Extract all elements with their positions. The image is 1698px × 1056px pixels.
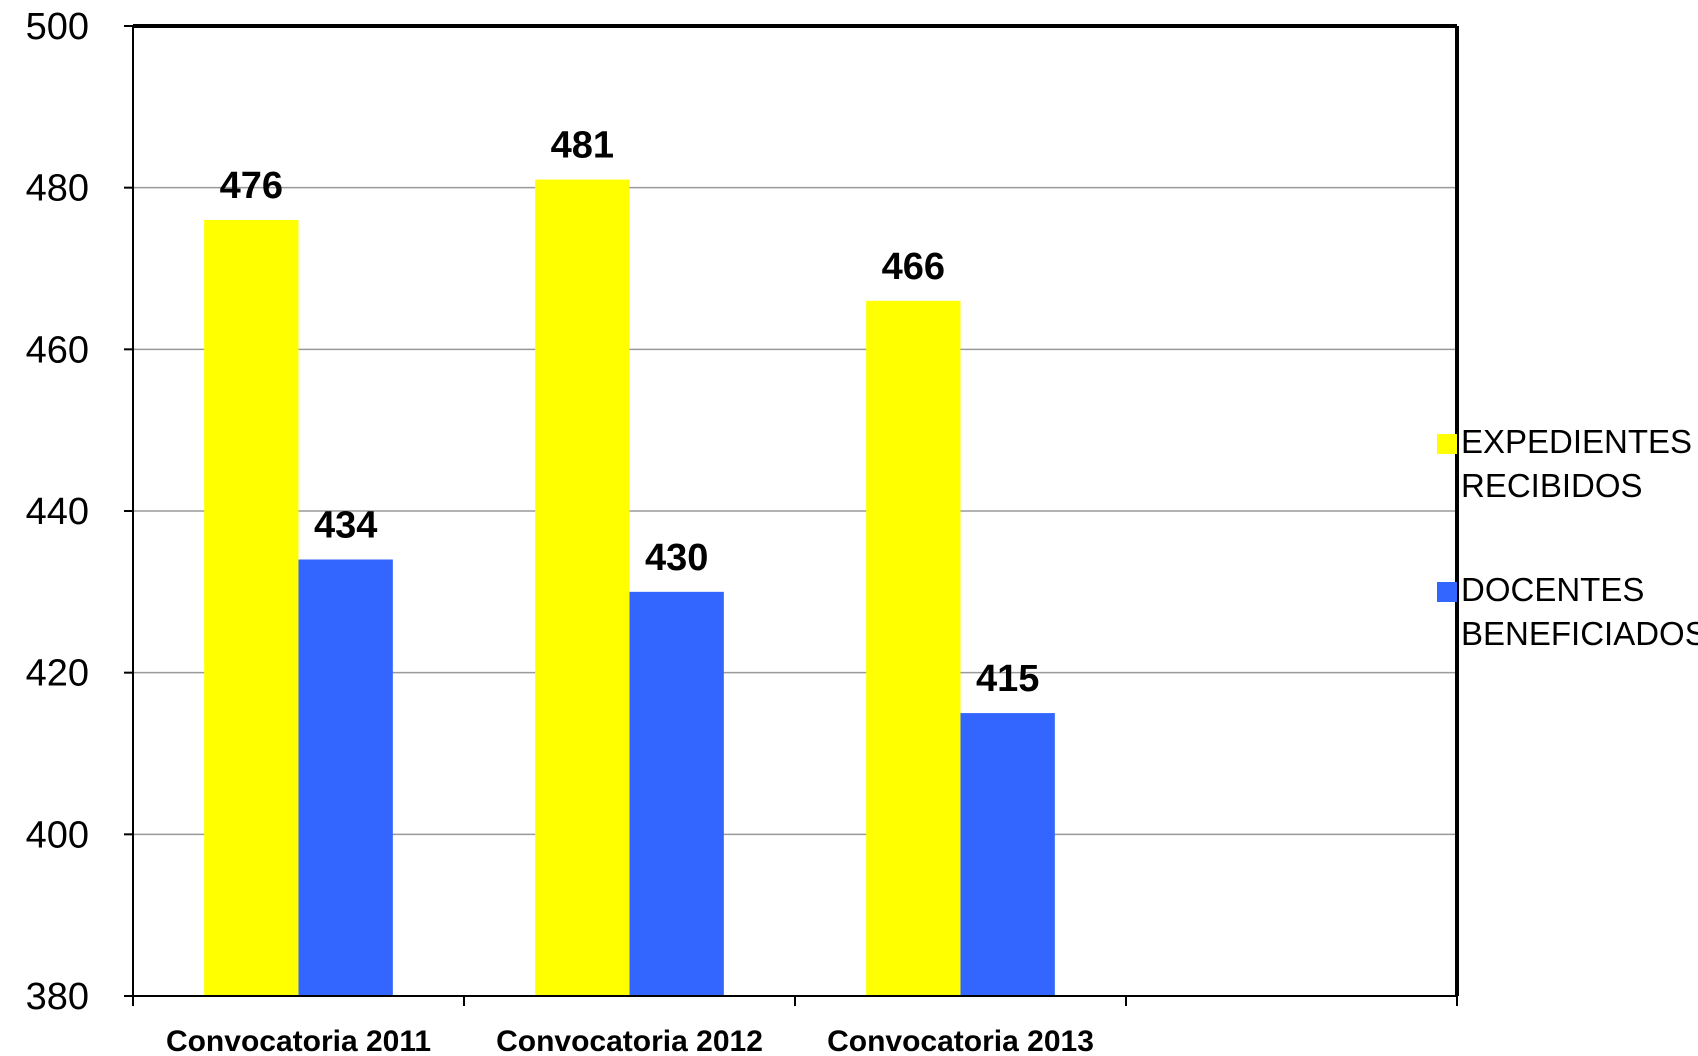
y-tick-label: 420: [26, 653, 89, 695]
data-label: 415: [976, 658, 1039, 700]
bar: [204, 220, 299, 996]
x-category-label: Convocatoria 2012: [496, 1025, 763, 1056]
x-axis: Convocatoria 2011 Convocatoria 2012 Convoc…: [132, 996, 1458, 1056]
bars: [204, 179, 1055, 997]
legend-label: DOCENTES: [1461, 571, 1644, 608]
data-label: 430: [645, 537, 708, 579]
bar: [298, 559, 393, 996]
data-label: 466: [882, 246, 945, 288]
y-tick-label: 480: [26, 168, 89, 210]
data-labels: 476 434 481 430 466 415: [220, 125, 1040, 700]
y-tick-label: 400: [26, 814, 89, 856]
bar: [866, 300, 961, 996]
x-category-label: Convocatoria 2011: [166, 1025, 431, 1056]
legend-label: RECIBIDOS: [1461, 467, 1643, 504]
y-tick-label: 460: [26, 329, 89, 371]
data-label: 481: [551, 125, 614, 167]
legend-swatch: [1437, 434, 1457, 454]
data-label: 476: [220, 165, 283, 207]
legend-swatch: [1437, 582, 1457, 602]
y-tick-label: 380: [26, 976, 89, 1018]
legend-label: BENEFICIADOS: [1461, 615, 1698, 652]
y-axis: 380 400 420 440 460 480 500: [26, 6, 133, 1018]
bar: [535, 179, 630, 997]
y-tick-label: 440: [26, 491, 89, 533]
bar: [960, 713, 1055, 996]
legend-label: EXPEDIENTES: [1461, 423, 1692, 460]
x-category-label: Convocatoria 2013: [827, 1025, 1094, 1056]
legend: EXPEDIENTES RECIBIDOS DOCENTES BENEFICIADOS: [1437, 423, 1698, 652]
bar: [629, 591, 724, 996]
data-label: 434: [314, 505, 377, 547]
y-tick-label: 500: [26, 6, 89, 48]
